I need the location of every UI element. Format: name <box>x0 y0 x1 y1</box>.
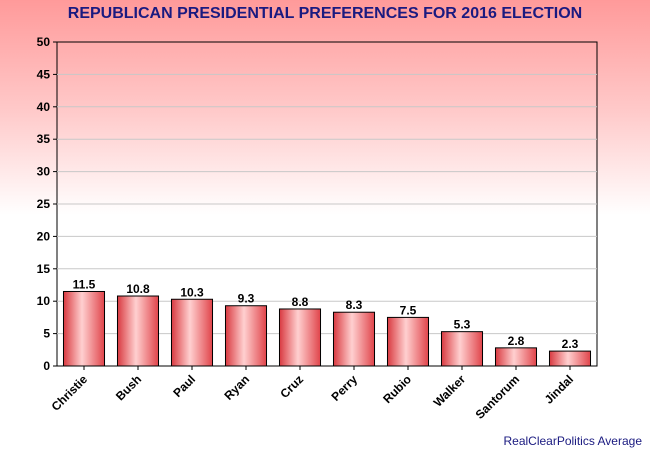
bar-bush <box>116 295 160 367</box>
y-tick-label: 0 <box>43 359 50 373</box>
bar-jindal <box>548 350 592 367</box>
value-label: 2.3 <box>562 337 579 351</box>
y-tick-label: 5 <box>43 327 50 341</box>
bar-cruz <box>278 308 322 367</box>
value-label: 8.3 <box>346 298 363 312</box>
x-tick-label: Christie <box>49 372 91 414</box>
chart-title: REPUBLICAN PRESIDENTIAL PREFERENCES FOR … <box>67 5 583 22</box>
bar-rubio <box>386 316 430 367</box>
bar-paul <box>170 298 214 367</box>
bar-walker <box>440 331 484 367</box>
x-tick-label: Bush <box>113 372 144 403</box>
bar-ryan <box>224 305 268 367</box>
x-tick-label: Perry <box>329 372 361 404</box>
source-note: RealClearPolitics Average <box>503 434 642 448</box>
value-label: 8.8 <box>292 295 309 309</box>
y-tick-label: 35 <box>37 132 51 146</box>
value-label: 10.8 <box>126 282 150 296</box>
x-tick-label: Jindal <box>542 372 576 406</box>
y-tick-label: 45 <box>37 67 51 81</box>
y-tick-label: 20 <box>37 229 51 243</box>
bar-perry <box>332 311 376 367</box>
bars <box>62 290 592 367</box>
y-tick-label: 15 <box>37 262 51 276</box>
y-tick-label: 25 <box>37 197 51 211</box>
value-label: 10.3 <box>180 285 204 299</box>
value-label: 2.8 <box>508 334 525 348</box>
value-label: 9.3 <box>238 292 255 306</box>
y-tick-label: 40 <box>37 100 51 114</box>
x-tick-label: Ryan <box>221 372 252 403</box>
x-tick-label: Cruz <box>277 372 306 401</box>
bar-santorum <box>494 347 538 367</box>
y-tick-label: 50 <box>37 35 51 49</box>
value-label: 11.5 <box>73 277 96 291</box>
y-tick-label: 10 <box>37 294 51 308</box>
x-tick-label: Rubio <box>380 372 414 406</box>
x-tick-label: Paul <box>170 372 198 400</box>
bar-christie <box>62 290 106 367</box>
y-tick-label: 30 <box>37 165 51 179</box>
x-tick-label: Walker <box>431 372 469 410</box>
x-tick-label: Santorum <box>473 372 523 422</box>
value-label: 5.3 <box>454 318 471 332</box>
grid-lines <box>53 41 597 370</box>
value-label: 7.5 <box>400 303 417 317</box>
